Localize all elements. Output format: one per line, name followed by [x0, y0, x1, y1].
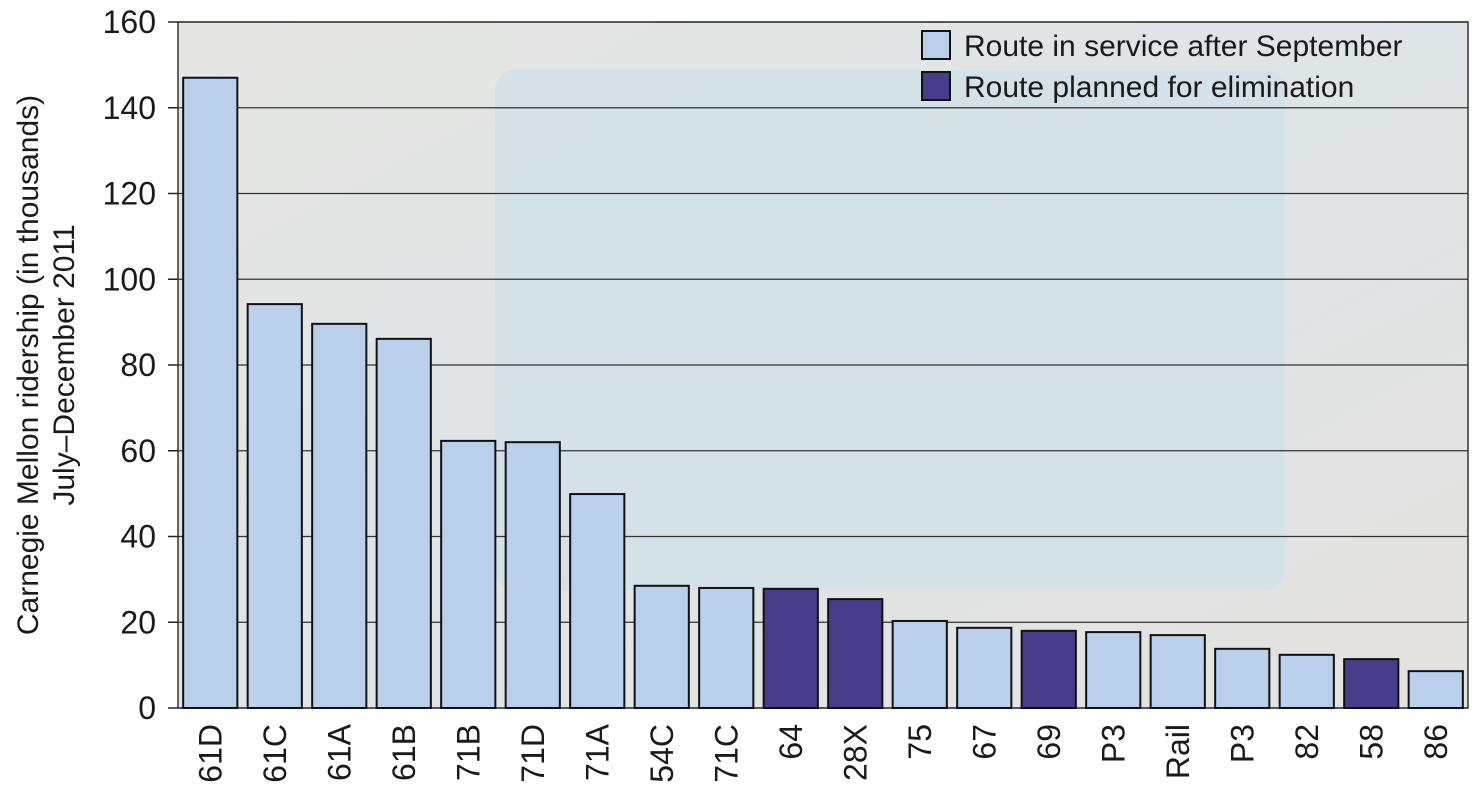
bar: [1407, 670, 1464, 710]
bar: [762, 587, 819, 709]
legend-swatch: [921, 71, 951, 101]
y-tick-label: 120: [103, 176, 156, 212]
bar: [182, 76, 239, 710]
bar: [1278, 653, 1335, 710]
x-tick-label: 61A: [321, 723, 357, 781]
y-tick-label: 40: [120, 519, 156, 555]
bar: [375, 337, 432, 709]
x-tick-label: 71B: [450, 724, 486, 781]
x-tick-label: Rail: [1160, 724, 1196, 779]
legend-swatch: [921, 30, 951, 60]
bar: [440, 439, 497, 709]
x-tick-label: 71A: [579, 723, 615, 781]
bar: [1343, 658, 1400, 709]
x-tick-label: 58: [1353, 724, 1389, 760]
bar: [569, 493, 626, 709]
y-axis-label: July–December 2011: [48, 224, 81, 505]
bar: [1085, 631, 1142, 710]
bar: [504, 441, 561, 709]
bar: [1149, 634, 1206, 709]
bar: [698, 586, 755, 710]
x-tick-label: 61D: [192, 724, 228, 783]
bar: [1020, 629, 1077, 710]
y-tick-label: 100: [103, 261, 156, 297]
x-tick-label: 54C: [644, 724, 680, 783]
x-tick-label: 82: [1289, 724, 1325, 760]
bar: [956, 626, 1013, 709]
y-tick-label: 140: [103, 90, 156, 126]
plot-frame: [177, 21, 1469, 709]
x-tick-label: 75: [902, 724, 938, 760]
bar: [246, 303, 303, 709]
bar: [891, 619, 948, 709]
x-tick-label: P3: [1224, 724, 1260, 763]
background-photo: [495, 70, 1285, 590]
x-tick-label: 61C: [257, 724, 293, 783]
x-tick-label: P3: [1095, 724, 1131, 763]
y-axis-label: Carnegie Mellon ridership (in thousands): [12, 95, 45, 635]
bar: [633, 584, 690, 710]
legend-label: Route planned for elimination: [964, 71, 1354, 104]
x-tick-label: 61B: [386, 724, 422, 781]
y-tick-label: 160: [103, 4, 156, 40]
y-tick-label: 80: [120, 347, 156, 383]
y-tick-label: 20: [120, 604, 156, 640]
x-tick-label: 64: [773, 724, 809, 760]
x-tick-label: 67: [966, 724, 1002, 760]
x-tick-label: 86: [1418, 724, 1454, 760]
bar: [1214, 647, 1271, 710]
bar: [311, 322, 368, 709]
x-tick-label: 69: [1031, 724, 1067, 760]
x-tick-label: 71D: [515, 724, 551, 783]
y-tick-label: 60: [120, 433, 156, 469]
legend-label: Route in service after September: [964, 30, 1403, 63]
y-tick-label: 0: [138, 690, 156, 726]
x-tick-label: 71C: [708, 724, 744, 783]
x-tick-label: 28X: [837, 724, 873, 781]
bar: [827, 598, 884, 709]
